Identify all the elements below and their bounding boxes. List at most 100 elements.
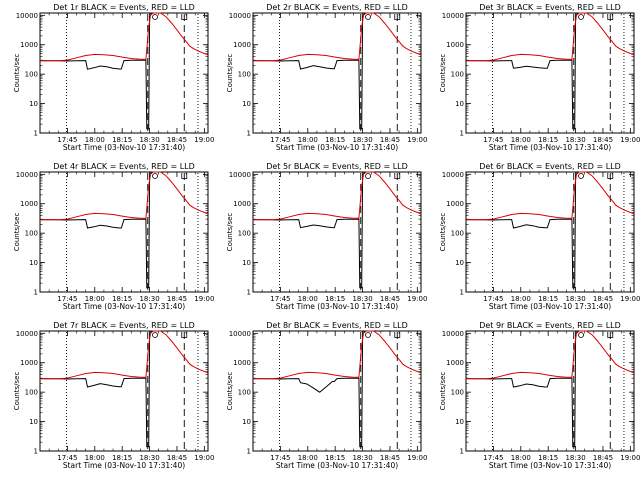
y-axis-label: Counts/sec: [439, 213, 447, 252]
plot-frame: [39, 12, 209, 134]
y-tick-label: 10000: [442, 12, 464, 20]
x-tick-label: 18:15: [112, 295, 132, 303]
series-line-events: [465, 330, 581, 448]
x-tick-label: 19:00: [620, 454, 640, 462]
x-axis-label: Start Time (03-Nov-10 17:31:40): [489, 461, 611, 470]
y-axis-label: Counts/sec: [226, 213, 234, 252]
x-tick-label: 18:00: [298, 454, 318, 462]
x-tick-label: 19:00: [407, 454, 427, 462]
x-tick-label: 19:00: [194, 295, 214, 303]
x-tick-label: 18:45: [167, 454, 187, 462]
x-tick-label: 17:45: [270, 454, 290, 462]
panel-7: Det 7r BLACK = Events, RED = LLD 1 10 100 10…: [13, 321, 214, 470]
x-tick-label: 17:45: [57, 295, 77, 303]
marker-circle: [152, 332, 158, 338]
x-tick-label: 18:45: [380, 295, 400, 303]
x-tick-label: 18:45: [593, 454, 613, 462]
y-tick-label: 10000: [229, 12, 251, 20]
x-tick-label: 19:00: [194, 454, 214, 462]
x-tick-label: 18:30: [565, 136, 585, 144]
x-tick-label: 18:00: [298, 136, 318, 144]
x-tick-label: 17:45: [483, 136, 503, 144]
x-axis-label: Start Time (03-Nov-10 17:31:40): [63, 143, 185, 152]
y-axis-label: Counts/sec: [13, 54, 21, 93]
y-tick-label: 1000: [446, 359, 464, 367]
y-tick-label: 100: [238, 389, 251, 397]
y-tick-label: 1: [460, 289, 464, 297]
y-tick-label: 1: [34, 448, 38, 456]
marker-open-box: [394, 173, 401, 179]
x-tick-label: 19:00: [407, 136, 427, 144]
panel-5: Det 5r BLACK = Events, RED = LLD 1 10 100 10…: [226, 162, 427, 311]
marker-circle: [152, 14, 158, 20]
y-tick-label: 1000: [233, 359, 251, 367]
x-axis-label: Start Time (03-Nov-10 17:31:40): [489, 302, 611, 311]
series-line-lld: [466, 171, 635, 221]
y-tick-label: 1: [247, 448, 251, 456]
x-tick-label: 18:00: [511, 295, 531, 303]
series-line-events: [465, 12, 581, 130]
panel-title: Det 5r BLACK = Events, RED = LLD: [266, 162, 408, 171]
series-line-lld: [40, 12, 209, 62]
y-tick-label: 1000: [233, 41, 251, 49]
panel-9: Det 9r BLACK = Events, RED = LLD 1 10 100 10…: [439, 321, 640, 470]
y-tick-label: 10: [242, 100, 251, 108]
y-tick-label: 100: [238, 71, 251, 79]
y-tick-label: 10: [29, 418, 38, 426]
panel-6: Det 6r BLACK = Events, RED = LLD 1 10 100 10…: [439, 162, 640, 311]
y-tick-label: 100: [25, 389, 38, 397]
x-tick-label: 18:00: [511, 136, 531, 144]
y-axis-label: Counts/sec: [439, 372, 447, 411]
x-tick-label: 17:45: [483, 295, 503, 303]
x-tick-label: 17:45: [57, 454, 77, 462]
x-tick-label: 18:30: [565, 454, 585, 462]
y-tick-label: 100: [25, 71, 38, 79]
y-tick-label: 1: [460, 448, 464, 456]
x-axis-label: Start Time (03-Nov-10 17:31:40): [276, 302, 398, 311]
panel-1: Det 1r BLACK = Events, RED = LLD 1 10 100 10…: [13, 3, 214, 152]
series-line-events: [39, 12, 155, 130]
marker-open-box: [394, 14, 401, 20]
x-tick-label: 19:00: [620, 295, 640, 303]
x-tick-label: 18:15: [112, 136, 132, 144]
y-axis-label: Counts/sec: [439, 54, 447, 93]
x-tick-label: 18:30: [139, 295, 159, 303]
y-tick-label: 10: [455, 259, 464, 267]
y-tick-label: 1000: [20, 359, 38, 367]
marker-open-box: [181, 14, 188, 20]
y-tick-label: 1: [34, 289, 38, 297]
y-tick-label: 10000: [442, 171, 464, 179]
marker-open-box: [181, 173, 188, 179]
x-axis-label: Start Time (03-Nov-10 17:31:40): [489, 143, 611, 152]
panel-4: Det 4r BLACK = Events, RED = LLD 1 10 100 10…: [13, 162, 214, 311]
marker-circle: [578, 173, 584, 179]
x-tick-label: 17:45: [57, 136, 77, 144]
x-tick-label: 18:15: [538, 136, 558, 144]
x-tick-label: 19:00: [407, 295, 427, 303]
y-axis-label: Counts/sec: [226, 372, 234, 411]
series-line-events: [252, 171, 368, 289]
y-tick-label: 10: [29, 259, 38, 267]
x-tick-label: 18:00: [85, 136, 105, 144]
y-tick-label: 100: [451, 389, 464, 397]
series-line-lld: [40, 171, 209, 221]
y-tick-label: 1000: [20, 41, 38, 49]
x-tick-label: 18:45: [593, 136, 613, 144]
x-axis-label: Start Time (03-Nov-10 17:31:40): [63, 461, 185, 470]
x-axis-label: Start Time (03-Nov-10 17:31:40): [63, 302, 185, 311]
x-tick-label: 18:30: [139, 136, 159, 144]
marker-circle: [365, 14, 371, 20]
series-line-lld: [40, 330, 209, 380]
y-tick-label: 1000: [20, 200, 38, 208]
series-line-lld: [466, 330, 635, 380]
y-tick-label: 1000: [446, 200, 464, 208]
y-tick-label: 10: [29, 100, 38, 108]
marker-circle: [365, 332, 371, 338]
y-tick-label: 10: [242, 418, 251, 426]
marker-open-box: [181, 332, 188, 338]
panel-title: Det 2r BLACK = Events, RED = LLD: [266, 3, 408, 12]
y-tick-label: 10000: [16, 12, 38, 20]
y-tick-label: 1: [460, 130, 464, 138]
marker-open-box: [607, 14, 614, 20]
